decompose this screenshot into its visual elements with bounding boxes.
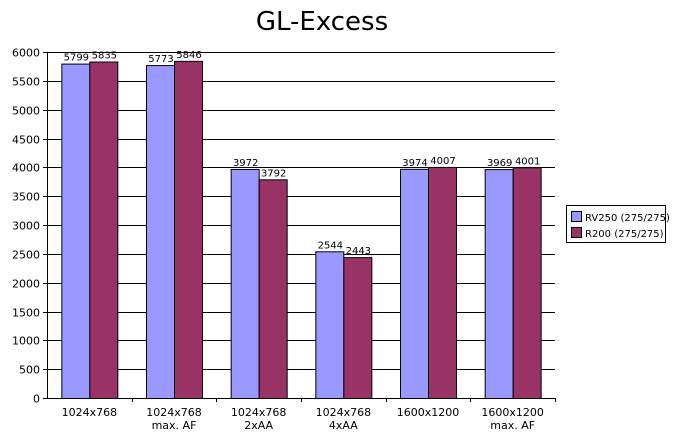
y-tick-label: 2500 — [12, 249, 40, 262]
bar — [512, 167, 542, 399]
x-tick-label: 1600x1200 — [481, 406, 544, 419]
y-tick-label: 0 — [33, 393, 40, 406]
data-label: 5799 — [64, 53, 89, 64]
bar — [146, 65, 175, 399]
bar — [428, 166, 457, 399]
x-tick-label: 4xAA — [329, 419, 358, 432]
legend-label: RV250 (275/275) — [585, 213, 670, 224]
x-tick-label: max. AF — [152, 419, 197, 432]
gridlines — [47, 52, 555, 370]
y-tick-label: 4000 — [12, 162, 40, 175]
bar — [484, 169, 514, 399]
bar — [174, 60, 203, 399]
bar — [230, 168, 260, 399]
data-label: 3969 — [487, 158, 512, 169]
y-tick-label: 6000 — [12, 47, 40, 60]
y-tick-label: 1500 — [12, 307, 40, 320]
data-label: 4007 — [430, 156, 455, 167]
x-tick-label: 1024x768 — [62, 406, 118, 419]
bar — [89, 61, 119, 399]
legend: RV250 (275/275) R200 (275/275) — [566, 205, 670, 243]
y-tick-label: 3000 — [12, 220, 40, 233]
y-tick-label: 500 — [19, 364, 40, 377]
x-tick-label: 2xAA — [244, 419, 273, 432]
data-label: 4001 — [515, 156, 540, 167]
x-tick-label: 1600x1200 — [397, 406, 460, 419]
data-label: 2443 — [346, 246, 371, 257]
legend-box — [566, 205, 666, 243]
bar — [400, 168, 429, 399]
legend-swatch — [571, 227, 582, 238]
x-tick-label: 1024x768 — [231, 406, 287, 419]
data-label: 5835 — [92, 51, 117, 62]
data-label: 5846 — [176, 50, 201, 61]
x-tick-label: 1024x768 — [146, 406, 202, 419]
data-label: 2544 — [318, 240, 343, 251]
chart-title: GL-Excess — [256, 7, 388, 37]
bar — [258, 179, 288, 399]
bar — [61, 63, 91, 399]
legend-swatch — [571, 211, 582, 222]
y-tick-label: 4500 — [12, 134, 40, 147]
bar — [315, 251, 345, 399]
y-tick-label: 2000 — [12, 278, 40, 291]
legend-label: R200 (275/275) — [585, 229, 664, 240]
x-tick-label: max. AF — [490, 419, 535, 432]
y-tick-label: 5500 — [12, 76, 40, 89]
axes: 0 500 1000 1500 2000 2500 3000 3500 4000 4500 5000… — [12, 47, 556, 432]
data-label: 3974 — [402, 158, 427, 169]
y-tick-label: 5000 — [12, 105, 40, 118]
bar — [343, 257, 373, 399]
data-label: 5773 — [148, 54, 173, 65]
data-label: 3792 — [261, 168, 286, 179]
x-tick-label: 1024x768 — [316, 406, 372, 419]
y-tick-label: 1000 — [12, 335, 40, 348]
data-label: 3972 — [233, 158, 258, 169]
y-tick-label: 3500 — [12, 191, 40, 204]
